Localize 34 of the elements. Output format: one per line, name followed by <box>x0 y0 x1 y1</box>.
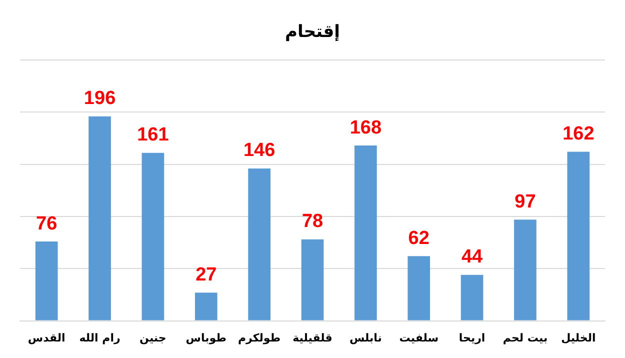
bar <box>35 242 58 320</box>
bar <box>248 168 270 320</box>
data-label: 76 <box>36 213 58 234</box>
x-tick-label: اريحا <box>458 331 486 344</box>
data-label: 44 <box>461 246 484 268</box>
bar <box>408 256 430 320</box>
data-label: 146 <box>243 140 276 162</box>
x-tick-label: جنين <box>140 331 166 344</box>
data-label: 196 <box>84 88 116 110</box>
data-label: 27 <box>196 264 217 286</box>
x-tick-label: نابلس <box>349 331 382 344</box>
bar <box>301 239 324 320</box>
x-tick-label: بيت لحم <box>502 331 548 344</box>
bar <box>460 274 484 320</box>
chart-title: إقتحام <box>284 22 341 42</box>
data-label: 162 <box>562 124 594 145</box>
data-label: 97 <box>514 191 536 212</box>
x-tick-label: طولكرم <box>238 331 281 344</box>
data-label: 168 <box>350 117 382 138</box>
data-label: 161 <box>137 124 170 146</box>
data-label: 62 <box>408 228 430 249</box>
bar <box>567 152 590 320</box>
x-tick-label: قلقيلية <box>292 331 332 344</box>
x-tick-label: رام الله <box>79 331 120 344</box>
data-label: 78 <box>302 211 324 232</box>
x-tick-label: سلفيت <box>399 331 439 344</box>
bar <box>354 146 377 320</box>
bar <box>194 292 218 320</box>
x-tick-label: القدس <box>28 331 66 344</box>
bar <box>142 152 164 320</box>
bar <box>514 220 536 320</box>
x-tick-label: طوباس <box>186 331 226 344</box>
bar <box>88 116 111 320</box>
x-tick-label: الخليل <box>561 331 596 344</box>
